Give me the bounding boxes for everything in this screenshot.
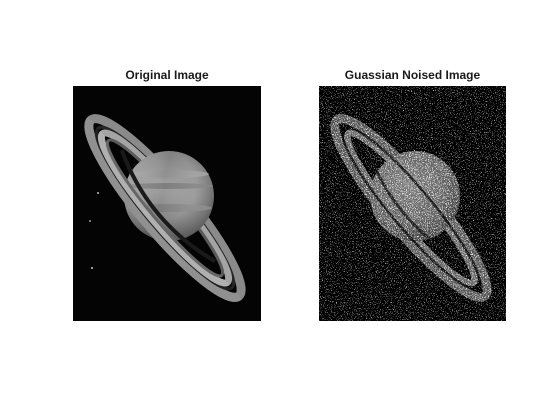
noised-image-panel: Guassian Noised Image (319, 64, 506, 321)
original-image-panel: Original Image (73, 64, 261, 321)
noised-image (319, 86, 506, 321)
original-image (73, 86, 261, 321)
saturn-original-graphic (73, 86, 261, 321)
original-image-title: Original Image (125, 68, 209, 82)
noised-image-title: Guassian Noised Image (344, 68, 481, 82)
saturn-noised-graphic (319, 86, 506, 321)
